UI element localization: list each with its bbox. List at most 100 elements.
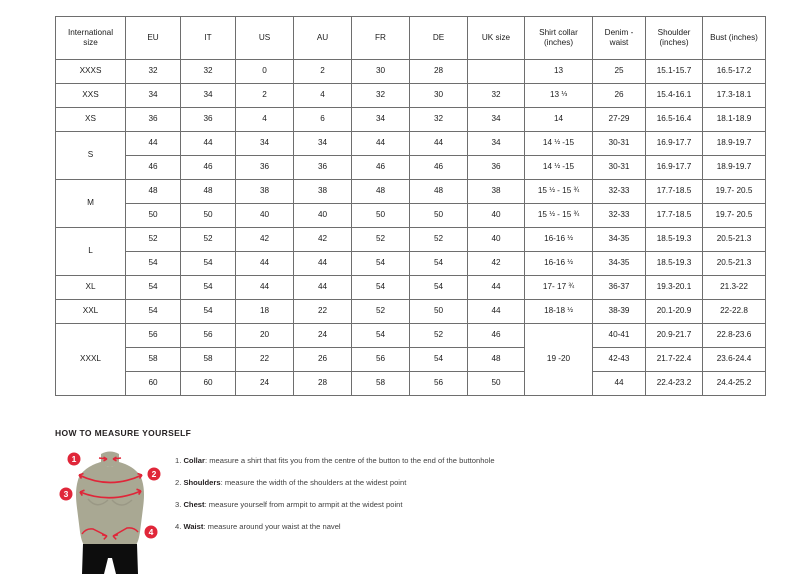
cell-fr: 54: [351, 251, 410, 276]
column-header-au: AU: [293, 16, 352, 60]
measure-instruction-item: 4. Waist: measure around your waist at t…: [175, 522, 755, 531]
cell-denim: 32-33: [592, 203, 646, 228]
cell-shoulder: 21.7-22.4: [645, 347, 703, 372]
cell-bust: 22.8-23.6: [702, 323, 766, 348]
cell-uk: 40: [467, 203, 525, 228]
cell-it: 54: [180, 251, 236, 276]
header-line: Shirt collar: [539, 27, 578, 37]
measure-instruction-item: 2. Shoulders: measure the width of the s…: [175, 478, 755, 487]
size-chart-table-container: International size EU IT US AU FR DE UK …: [55, 16, 766, 396]
collar-measure-arrow: [98, 456, 122, 462]
cell-us: 34: [235, 131, 294, 156]
measure-instruction-item: 3. Chest: measure yourself from armpit t…: [175, 500, 755, 509]
cell-denim: 36-37: [592, 275, 646, 300]
cell-uk: 42: [467, 251, 525, 276]
instruction-number: 3.: [175, 499, 184, 509]
table-row: M 48 48 38 38 48 48 38 15 ½ - 15 ¾ 32-33 17.7-18.5…: [55, 179, 766, 228]
table-row: XL 54 54 44 44 54 54 44 17- 17 ¾ 36-37 19.3-20.1 21…: [55, 275, 766, 300]
column-header-fr: FR: [351, 16, 410, 60]
cell-us: 24: [235, 371, 294, 396]
svg-text:3: 3: [64, 489, 69, 499]
cell-bust: 17.3-18.1: [702, 83, 766, 108]
cell-us: 40: [235, 203, 294, 228]
cell-shoulder: 17.7-18.5: [645, 179, 703, 204]
cell-bust: 19.7- 20.5: [702, 203, 766, 228]
instruction-text: : measure yourself from armpit to armpit…: [204, 499, 403, 509]
table-row: XS 36 36 4 6 34 32 34 14 27-29 16.5-16.4 18.1-18.9: [55, 107, 766, 132]
cell-bust: 20.5-21.3: [702, 227, 766, 252]
shoulders-measure-arrow: [78, 472, 143, 484]
column-header-shirt-collar: Shirt collar (inches): [524, 16, 593, 60]
cell-fr: 46: [351, 155, 410, 180]
column-header-shoulder: Shoulder (inches): [645, 16, 703, 60]
column-header-de: DE: [409, 16, 468, 60]
cell-shoulder: 18.5-19.3: [645, 251, 703, 276]
cell-au: 40: [293, 203, 352, 228]
cell-shirt-collar: 14 ½ -15: [524, 155, 593, 180]
cell-it: 46: [180, 155, 236, 180]
cell-shoulder: 16.9-17.7: [645, 155, 703, 180]
figure-marker-2: 2: [147, 467, 161, 481]
cell-shirt-collar: 18-18 ½: [524, 299, 593, 324]
instruction-term: Waist: [183, 521, 204, 531]
cell-au: 4: [293, 83, 352, 108]
cell-eu: 46: [125, 155, 181, 180]
cell-shirt-collar: 15 ½ - 15 ¾: [524, 203, 593, 228]
cell-de: 54: [409, 275, 468, 300]
cell-shirt-collar: 14 ½ -15: [524, 131, 593, 156]
column-header-bust: Bust (inches): [702, 16, 766, 60]
cell-bust: 22-22.8: [702, 299, 766, 324]
cell-international-size: XXS: [55, 83, 126, 108]
cell-eu: 58: [125, 347, 181, 372]
cell-fr: 52: [351, 227, 410, 252]
table-row: 60 60 24 28 58 56 50 44 22.4-23.2 24.4-25.2: [56, 371, 766, 396]
cell-it: 56: [180, 323, 236, 348]
header-line: International: [67, 27, 114, 37]
cell-fr: 48: [351, 179, 410, 204]
figure-marker-1: 1: [67, 452, 81, 466]
cell-international-size: XXXS: [55, 59, 126, 84]
how-to-measure-heading: HOW TO MEASURE YOURSELF: [55, 428, 192, 438]
cell-international-size: L: [55, 227, 126, 276]
cell-us: 44: [235, 251, 294, 276]
cell-de: 30: [409, 83, 468, 108]
cell-us: 2: [235, 83, 294, 108]
cell-shoulder: 16.5-16.4: [645, 107, 703, 132]
table-row: XXXS 32 32 0 2 30 28 13 25 15.1-15.7 16.5-17.2: [55, 59, 766, 84]
cell-bust: 23.6-24.4: [702, 347, 766, 372]
instruction-number: 2.: [175, 477, 184, 487]
column-header-eu: EU: [125, 16, 181, 60]
neck-shape: [101, 451, 119, 467]
cell-shoulder: 15.1-15.7: [645, 59, 703, 84]
cell-us: 44: [235, 275, 294, 300]
cell-bust: 18.9-19.7: [702, 155, 766, 180]
cell-eu: 32: [125, 59, 181, 84]
table-row: XXS 34 34 2 4 32 30 32 13 ⅓ 26 15.4-16.1 17.3-18.1: [55, 83, 766, 108]
cell-fr: 52: [351, 299, 410, 324]
cell-it: 52: [180, 227, 236, 252]
cell-us: 38: [235, 179, 294, 204]
cell-international-size: XXL: [55, 299, 126, 324]
cell-au: 26: [293, 347, 352, 372]
cell-uk: 34: [467, 107, 525, 132]
cell-shoulder: 17.7-18.5: [645, 203, 703, 228]
cell-shirt-collar: 17- 17 ¾: [524, 275, 593, 300]
instruction-text: : measure the width of the shoulders at …: [220, 477, 407, 487]
cell-international-size: XS: [55, 107, 126, 132]
cell-fr: 44: [351, 131, 410, 156]
how-to-measure-section: HOW TO MEASURE YOURSELF: [55, 428, 755, 574]
measure-instructions-list: 1. Collar: measure a shirt that fits you…: [165, 444, 755, 544]
cell-it: 58: [180, 347, 236, 372]
cell-eu: 54: [125, 275, 181, 300]
cell-uk: 36: [467, 155, 525, 180]
cell-it: 48: [180, 179, 236, 204]
chest-measure-arrow: [79, 488, 142, 499]
cell-us: 22: [235, 347, 294, 372]
table-row: 50 50 40 40 50 50 40 15 ½ - 15 ¾ 32-33 17.7-18.5 1…: [56, 203, 766, 228]
cell-it: 44: [180, 131, 236, 156]
torso-shape: [76, 462, 144, 545]
how-to-measure-body: 1 2 3 4 1. Collar: measure a shirt that …: [55, 444, 755, 574]
cell-fr: 50: [351, 203, 410, 228]
cell-shirt-collar: 16-16 ½: [524, 227, 593, 252]
cell-shirt-collar: 13 ⅓: [524, 83, 593, 108]
